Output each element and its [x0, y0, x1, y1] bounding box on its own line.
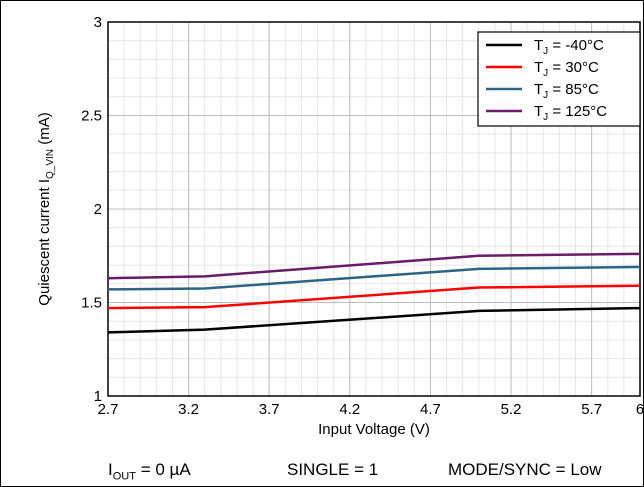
condition-single: SINGLE = 1	[287, 460, 379, 479]
y-tick-label: 1.5	[81, 295, 102, 312]
x-tick-label: 5.2	[501, 401, 522, 418]
x-tick-label: 5.7	[581, 401, 602, 418]
y-tick-label: 2	[94, 201, 102, 218]
y-tick-label: 3	[94, 14, 102, 31]
legend-label: TJ = 85°C	[534, 81, 599, 101]
x-tick-label: 6	[636, 401, 644, 418]
x-tick-label: 2.7	[98, 401, 119, 418]
series-line	[107, 284, 641, 310]
series-line	[107, 252, 641, 280]
condition-iout: IOUT = 0 µA	[108, 460, 191, 483]
y-tick-label: 2.5	[81, 108, 102, 125]
condition-mode-sync: MODE/SYNC = Low	[448, 460, 602, 479]
x-tick-label: 4.7	[420, 401, 441, 418]
legend-label: TJ = -40°C	[534, 37, 604, 57]
x-tick-label: 3.2	[178, 401, 199, 418]
x-tick-label: 3.7	[259, 401, 280, 418]
series-line	[107, 306, 641, 334]
x-axis-label: Input Voltage (V)	[318, 421, 430, 438]
plot-area-border	[107, 21, 641, 397]
x-tick-label: 4.2	[339, 401, 360, 418]
y-tick-label: 1	[94, 388, 102, 405]
series-line	[107, 265, 641, 291]
test-conditions: IOUT = 0 µA SINGLE = 1 MODE/SYNC = Low	[0, 460, 644, 484]
y-axis-label: Quiescent current IQ_VIN (mA)	[36, 112, 56, 305]
legend-label: TJ = 30°C	[534, 59, 599, 79]
chart: 2.7 3.2 3.7 4.2 4.7 5.2 5.7 6 1 1.5 2 2.5 3 Input Vol…	[36, 14, 644, 438]
legend-label: TJ = 125°C	[534, 103, 607, 123]
